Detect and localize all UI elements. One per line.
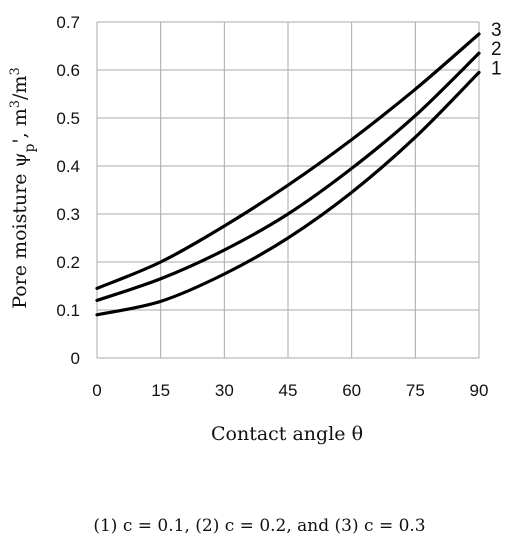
y-tick-label: 0.4 xyxy=(56,157,80,176)
x-tick-label: 90 xyxy=(470,381,489,400)
y-tick-label: 0.7 xyxy=(56,13,80,32)
y-tick-label: 0.3 xyxy=(56,205,80,224)
y-axis-label-prime: ' xyxy=(9,138,31,143)
y-tick-label: 0.1 xyxy=(56,301,80,320)
series-line-2 xyxy=(95,51,481,302)
curve-label-1: 1 xyxy=(491,58,502,79)
y-axis-label-slash: /m xyxy=(9,76,31,100)
y-tick-label: 0.2 xyxy=(56,253,80,272)
x-tick-label: 30 xyxy=(215,381,234,400)
y-axis-label-exp1: 3 xyxy=(8,100,23,108)
curve-label-3: 3 xyxy=(491,20,502,41)
y-tick-label: 0 xyxy=(71,349,80,368)
figure-caption: (1) c = 0.1, (2) c = 0.2, and (3) c = 0.… xyxy=(93,516,426,536)
y-axis-label-subscript: p xyxy=(22,144,38,153)
tick-labels: 0 15 30 45 60 75 90 0 0.1 0.2 0.3 0.4 0.5 0.6 0.7 xyxy=(56,13,488,400)
x-tick-label: 60 xyxy=(342,381,361,400)
series-lines xyxy=(95,32,481,317)
grid xyxy=(96,21,480,359)
y-axis-label-main: Pore moisture ψ xyxy=(9,153,31,309)
y-axis-label: Pore moisture ψp', m3/m3 xyxy=(8,67,39,309)
curve-labels: 123 xyxy=(491,20,502,79)
y-tick-label: 0.5 xyxy=(56,109,80,128)
y-tick-label: 0.6 xyxy=(56,61,80,80)
curve-label-2: 2 xyxy=(491,39,502,60)
x-tick-label: 15 xyxy=(151,381,170,400)
series-line-1 xyxy=(95,70,481,317)
y-axis-label-exp2: 3 xyxy=(8,67,23,75)
x-axis-label: Contact angle θ xyxy=(211,423,363,445)
x-tick-label: 45 xyxy=(279,381,298,400)
x-tick-label: 75 xyxy=(406,381,425,400)
x-tick-label: 0 xyxy=(92,381,101,400)
series-line-3 xyxy=(95,32,481,290)
y-axis-label-unit: , m xyxy=(9,108,31,138)
